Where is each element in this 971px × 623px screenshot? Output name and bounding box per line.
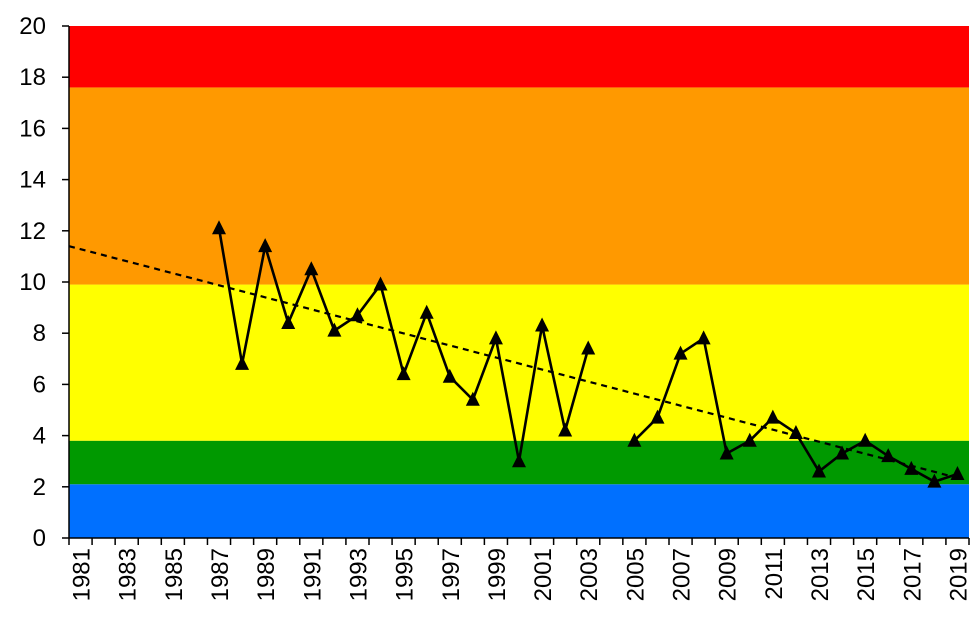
data-point-marker <box>950 466 965 480</box>
data-point-marker <box>396 366 411 381</box>
data-point-marker <box>373 276 388 291</box>
data-point-marker <box>488 330 503 345</box>
data-point-marker <box>696 330 711 345</box>
x-tick-label: 1981 <box>69 548 96 601</box>
data-point-marker <box>881 448 896 463</box>
band-0 <box>69 484 969 538</box>
data-point-marker <box>327 322 342 337</box>
data-point-marker <box>419 304 434 319</box>
data-point-marker <box>765 409 780 424</box>
data-point-marker <box>650 409 665 424</box>
data-point-marker <box>858 432 873 447</box>
x-tick-label: 2005 <box>622 548 649 601</box>
data-point-marker <box>812 463 826 478</box>
y-tick-label: 2 <box>33 474 46 501</box>
y-tick-label: 14 <box>19 167 46 194</box>
y-tick-labels: 0 2 4 6 8 10 12 14 16 18 20 <box>19 13 46 552</box>
x-tick-label: 2019 <box>945 548 971 601</box>
x-tick-label: 2003 <box>576 548 603 601</box>
x-tick-label: 2009 <box>715 548 742 601</box>
data-point-marker <box>350 307 365 322</box>
data-point-marker <box>512 453 526 468</box>
x-tick-label: 2011 <box>761 548 788 600</box>
x-tick-label: 1993 <box>345 548 372 601</box>
x-tick-label: 2017 <box>899 548 926 601</box>
y-tick-label: 6 <box>33 371 46 398</box>
data-point-marker <box>927 473 942 488</box>
data-point-marker <box>235 355 250 370</box>
x-tick-label: 1995 <box>392 548 419 601</box>
x-tick-label: 2007 <box>669 548 696 601</box>
y-tick-label: 4 <box>33 423 46 450</box>
y-tick-label: 0 <box>33 525 46 552</box>
data-point-marker <box>304 261 319 276</box>
data-point-marker <box>465 391 480 406</box>
x-tick-label: 2013 <box>807 548 834 601</box>
data-point-marker <box>742 432 757 447</box>
x-tick-label: 1999 <box>484 548 511 601</box>
y-tick-label: 20 <box>19 13 46 40</box>
x-tick-label: 1989 <box>253 548 280 601</box>
axes <box>62 25 970 545</box>
y-tick-label: 12 <box>19 218 46 245</box>
y-tick-label: 16 <box>19 115 46 142</box>
data-point-marker <box>212 220 226 235</box>
y-tick-label: 18 <box>19 64 46 91</box>
data-point-marker <box>258 238 273 253</box>
data-point-marker <box>558 422 573 437</box>
x-tick-label: 1983 <box>115 548 142 601</box>
color-bands <box>69 26 969 538</box>
band-3 <box>69 87 969 285</box>
data-point-marker <box>627 432 642 447</box>
data-point-marker <box>904 460 919 475</box>
data-point-marker <box>719 445 734 460</box>
data-point-marker <box>442 368 457 383</box>
x-tick-label: 1985 <box>161 548 188 601</box>
data-point-marker <box>281 314 296 329</box>
x-tick-label: 1987 <box>207 548 234 601</box>
y-tick-label: 8 <box>33 320 46 347</box>
y-tick-label: 10 <box>19 269 46 296</box>
x-tick-label: 1991 <box>299 548 326 601</box>
x-tick-label: 1997 <box>438 548 465 601</box>
data-point-marker <box>673 345 688 360</box>
data-point-marker <box>835 445 850 460</box>
data-point-marker <box>535 317 550 332</box>
data-point-marker <box>581 340 596 355</box>
x-tick-label: 2015 <box>853 548 880 601</box>
data-point-marker <box>788 425 803 440</box>
band-4 <box>69 26 969 88</box>
data-series <box>212 220 965 488</box>
x-tick-labels: 1981 1983 1985 1987 1989 1991 1993 1995 1997 1999… <box>69 548 971 601</box>
x-tick-label: 2001 <box>530 548 557 601</box>
